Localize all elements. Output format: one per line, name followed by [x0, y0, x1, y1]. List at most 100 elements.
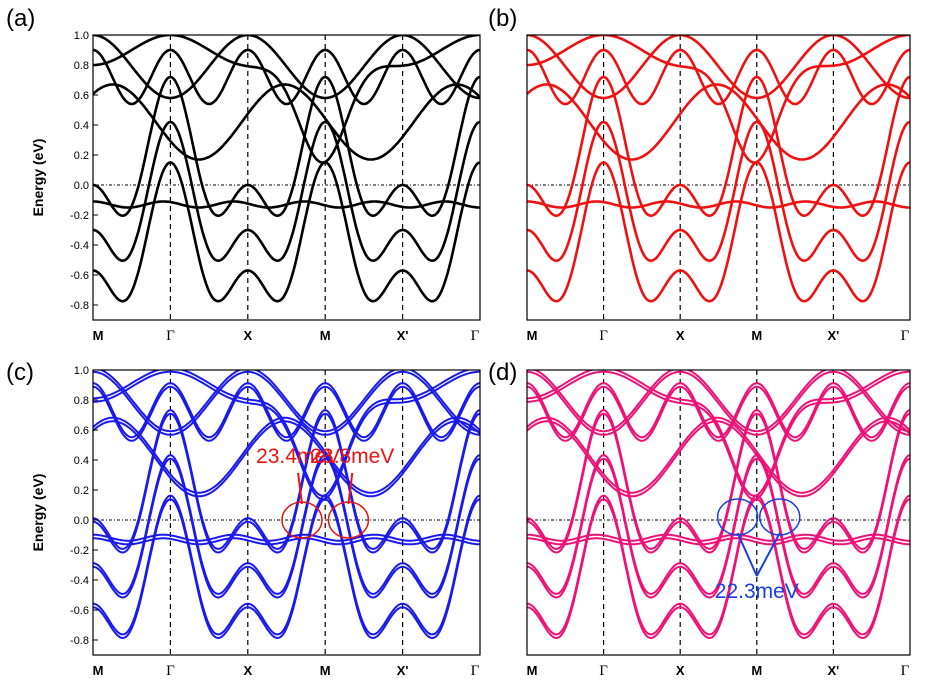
ytick-label: -0.8 — [70, 300, 89, 312]
xtick-label: Γ — [599, 663, 608, 679]
xtick-label: X — [676, 328, 685, 343]
xtick-label: Γ — [901, 328, 910, 344]
band-line — [93, 409, 480, 550]
xtick-label: Γ — [166, 663, 175, 679]
ytick-label: 0.2 — [74, 150, 89, 162]
ytick-label: -0.2 — [70, 545, 89, 557]
ytick-label: 0.6 — [74, 90, 89, 102]
panel-label: (b) — [488, 5, 517, 32]
y-axis-label: Energy (eV) — [30, 474, 46, 552]
panel-c: 1.0 0.8 0.6 0.4 0.2 0.0 -0.2 -0.4 -0.6 -0.8 M Γ X M X'… — [6, 359, 481, 679]
gap-value-label: 22.3meV — [715, 580, 799, 603]
band-line — [93, 420, 480, 498]
band-line — [93, 120, 480, 263]
xtick-label: Γ — [166, 328, 175, 344]
xtick-label: X' — [828, 663, 840, 678]
xtick-label: M — [320, 663, 331, 678]
ytick-label: -0.8 — [70, 635, 89, 647]
xtick-label: M — [751, 663, 762, 678]
y-axis-label: Energy (eV) — [30, 139, 46, 217]
band-line — [93, 370, 480, 436]
xtick-label: M — [527, 663, 538, 678]
ytick-label: 0.4 — [74, 455, 89, 467]
band-line — [527, 35, 910, 100]
gap-annotation: 23.8meV — [310, 445, 394, 539]
bands — [93, 370, 480, 640]
xtick-label: X — [243, 663, 252, 678]
band-line — [93, 83, 480, 161]
plot-frame — [526, 369, 911, 656]
panel-label: (d) — [488, 359, 517, 386]
band-line — [93, 382, 480, 439]
band-line — [527, 454, 910, 595]
band-line — [527, 48, 910, 106]
bands — [93, 35, 480, 303]
xtick-label: M — [93, 663, 104, 678]
ytick-label: -0.6 — [70, 270, 89, 282]
band-line — [527, 370, 903, 497]
band-line — [93, 370, 472, 497]
band-line — [527, 83, 910, 161]
ytick-label: -0.4 — [70, 240, 89, 252]
band-line — [527, 161, 910, 303]
panel-d: M Γ X M X' Γ (d) 22.3meV — [488, 359, 911, 679]
gap-annotation: 23.4meV — [256, 445, 340, 539]
xtick-label: X' — [397, 663, 409, 678]
plot-frame — [526, 34, 911, 321]
band-line — [93, 35, 480, 100]
band-line — [527, 385, 910, 442]
plot-frame — [92, 34, 481, 321]
xtick-label: M — [751, 328, 762, 343]
band-line — [527, 370, 910, 501]
band-line — [527, 420, 910, 498]
panel-label: (c) — [6, 359, 34, 386]
ytick-label: 0.8 — [74, 60, 89, 72]
band-line — [527, 416, 910, 494]
ytick-label: 1.0 — [74, 30, 89, 42]
xtick-label: M — [93, 328, 104, 343]
band-line — [527, 409, 910, 550]
band-line — [93, 416, 480, 494]
band-line — [527, 35, 910, 164]
gap-annotation: 22.3meV — [715, 498, 801, 603]
xtick-label: Γ — [471, 328, 480, 344]
annotation-arrow — [755, 532, 781, 577]
ytick-label: 0.8 — [74, 395, 89, 407]
xtick-label: X — [243, 328, 252, 343]
band-line — [93, 75, 480, 218]
band-line — [93, 454, 480, 595]
band-line — [527, 370, 910, 436]
annotation-arrow — [736, 532, 758, 577]
xtick-label: Γ — [599, 328, 608, 344]
bands — [527, 35, 910, 303]
panel-a: 1.0 0.8 0.6 0.4 0.2 0.0 -0.2 -0.4 -0.6 -0.8 M Γ X M X'… — [6, 5, 481, 344]
band-line — [93, 385, 480, 442]
ytick-label: 1.0 — [74, 365, 89, 377]
ytick-label: 0.0 — [74, 515, 89, 527]
xtick-label: X' — [397, 328, 409, 343]
xtick-label: X' — [828, 328, 840, 343]
band-line — [93, 48, 480, 106]
band-line — [93, 370, 480, 501]
ytick-label: -0.4 — [70, 575, 89, 587]
xtick-label: X — [676, 663, 685, 678]
ytick-label: -0.2 — [70, 210, 89, 222]
ytick-label: 0.6 — [74, 425, 89, 437]
panel-b: M Γ X M X' Γ (b) — [488, 5, 911, 344]
annotation-arrow — [347, 472, 354, 505]
band-line — [93, 35, 480, 164]
ytick-label: 0.0 — [74, 180, 89, 192]
band-line — [93, 457, 480, 599]
band-line — [93, 161, 480, 303]
gap-value-label: 23.8meV — [310, 445, 394, 468]
plot-frame — [92, 369, 481, 656]
ytick-label: -0.6 — [70, 605, 89, 617]
xtick-label: M — [320, 328, 331, 343]
annotation-arrow — [297, 472, 303, 505]
band-line — [98, 370, 480, 433]
band-line — [532, 370, 910, 433]
bands — [527, 370, 910, 640]
xtick-label: Γ — [471, 663, 480, 679]
panel-label: (a) — [6, 5, 35, 32]
